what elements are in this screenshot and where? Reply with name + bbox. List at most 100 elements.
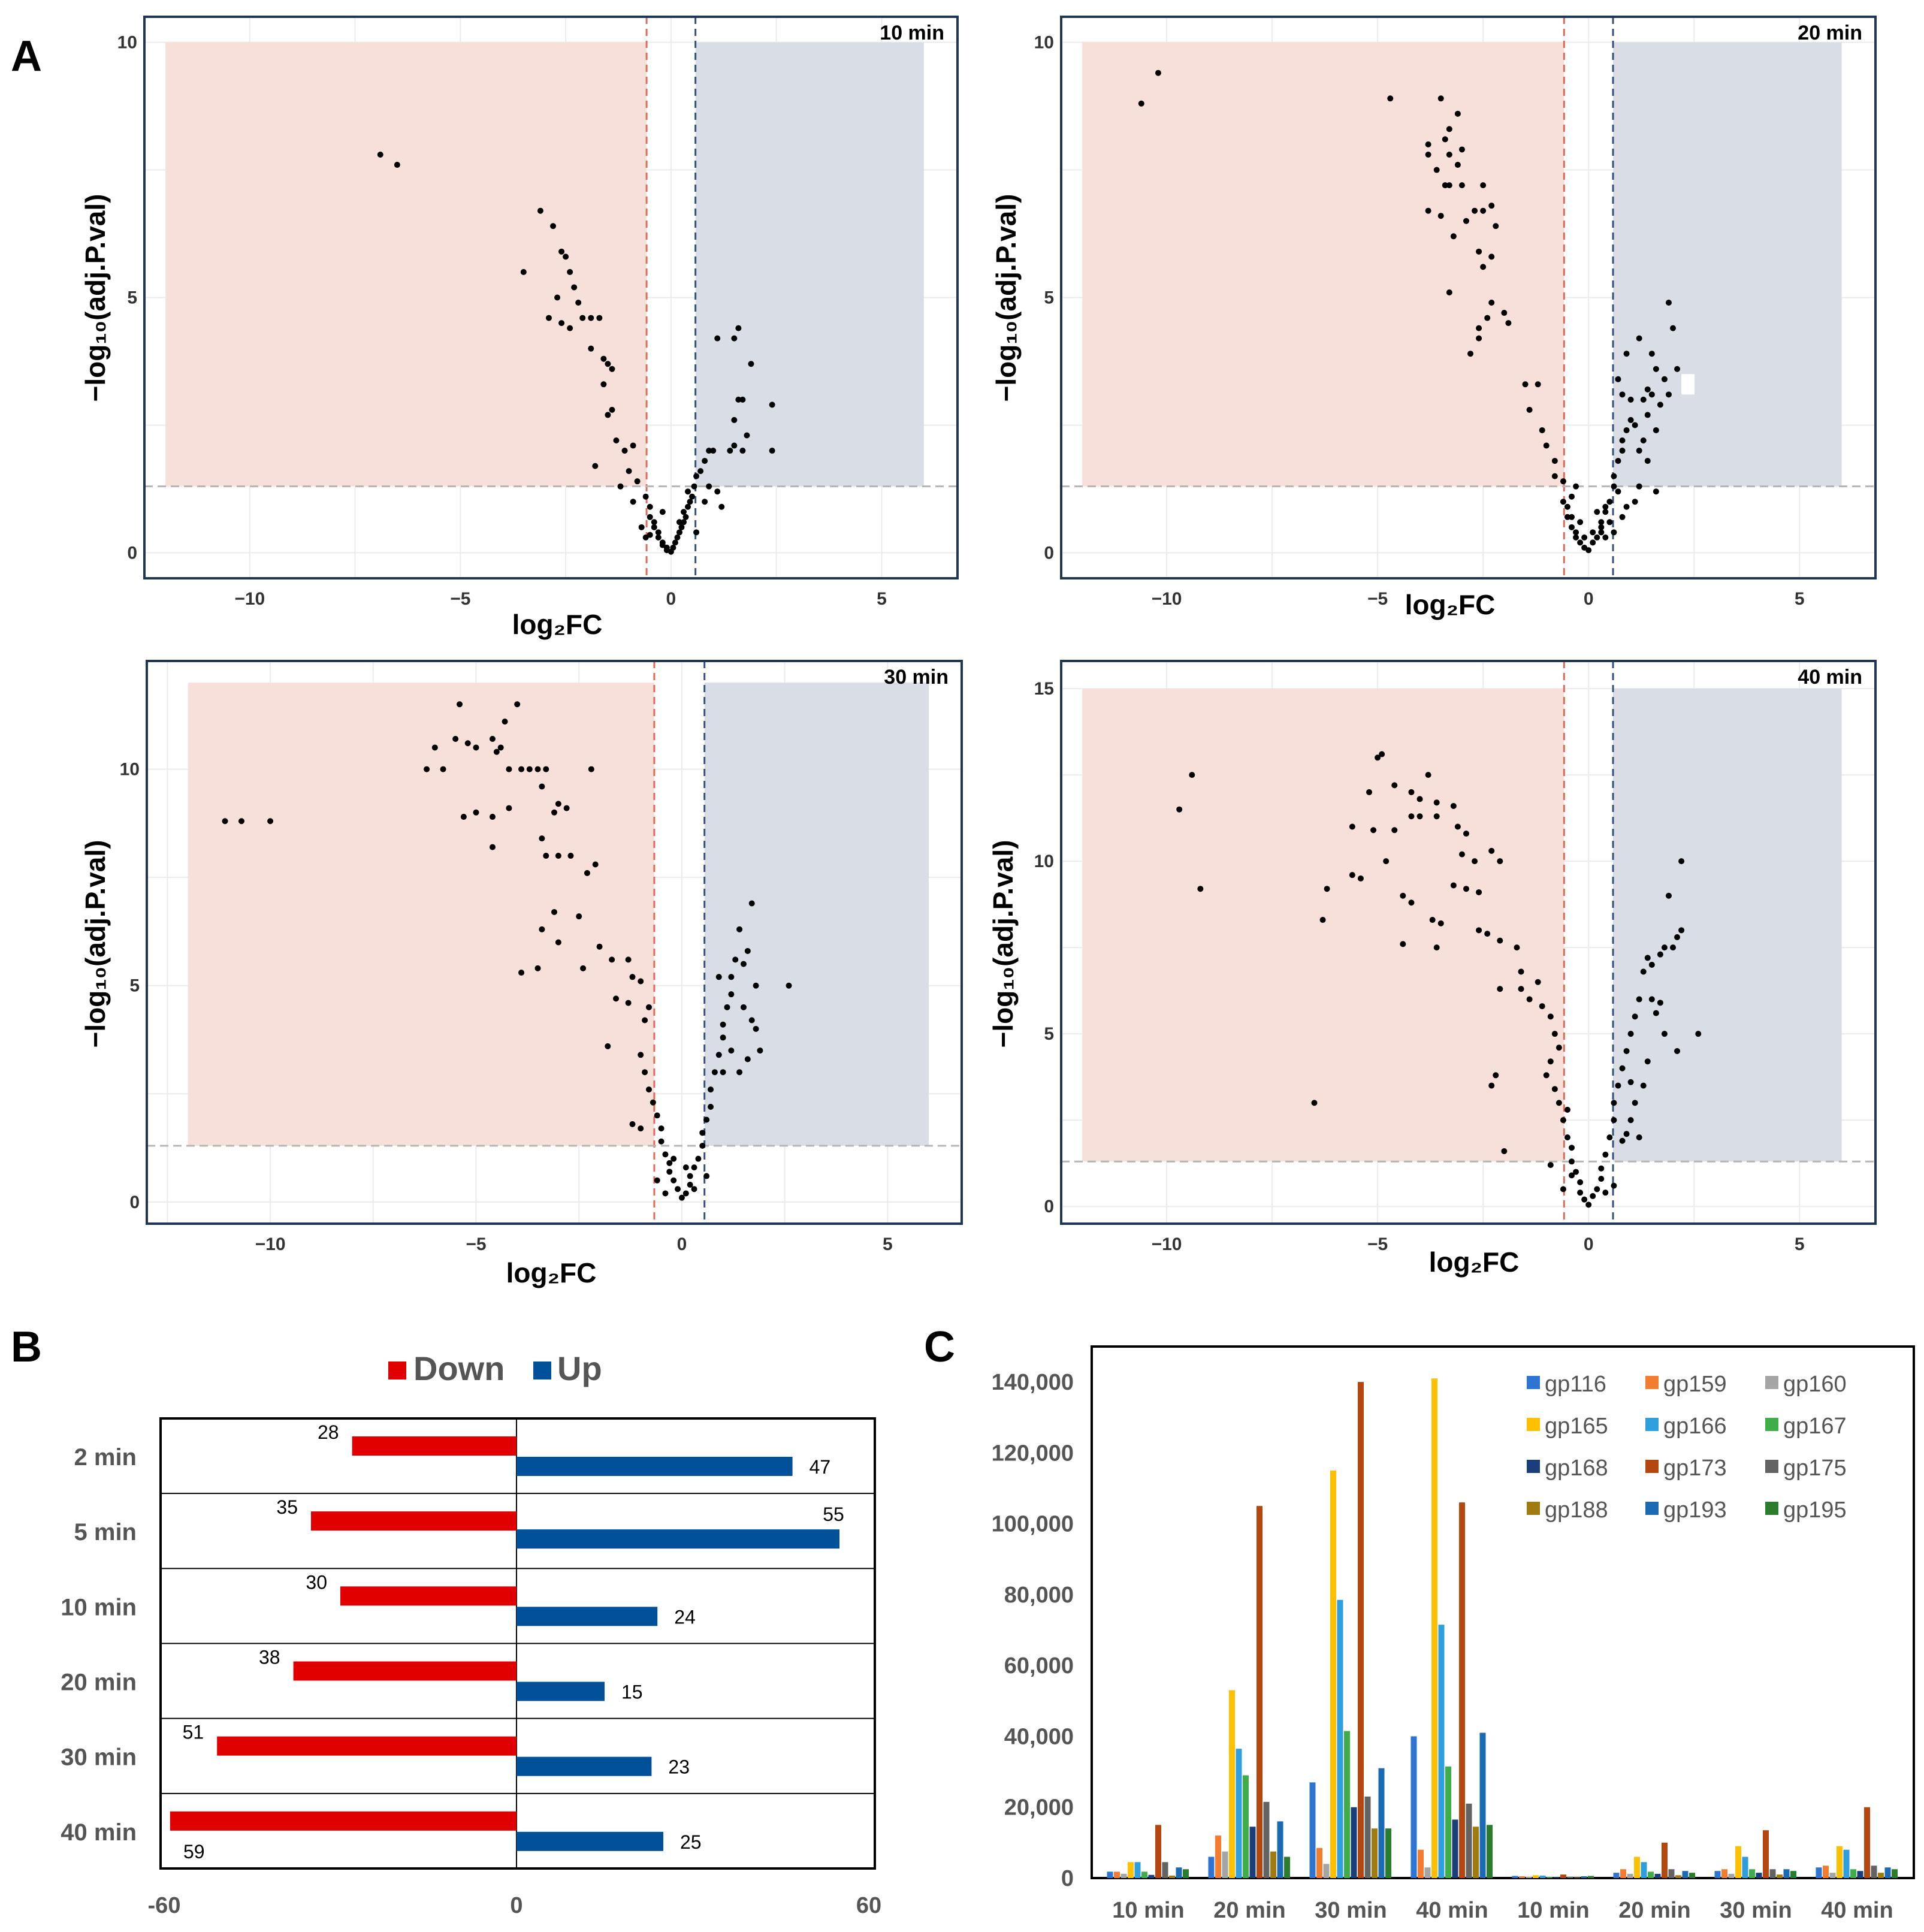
- data-point: [1611, 473, 1617, 479]
- legend-swatch-gp175: [1765, 1460, 1778, 1473]
- data-point: [1573, 1169, 1579, 1175]
- data-point: [647, 532, 653, 538]
- data-point: [1598, 519, 1605, 526]
- legend-label-gp193: gp193: [1663, 1498, 1727, 1523]
- down-value-label: 30: [306, 1571, 327, 1593]
- data-point: [1577, 519, 1584, 526]
- data-point: [550, 223, 557, 230]
- data-point: [1476, 927, 1482, 934]
- data-point: [605, 361, 611, 367]
- data-point: [642, 1069, 648, 1076]
- data-point: [1501, 1148, 1508, 1155]
- down-bar: [340, 1586, 517, 1606]
- data-point: [1632, 499, 1638, 505]
- bar-gp193: [1378, 1768, 1385, 1878]
- data-point: [1657, 402, 1663, 408]
- x-tick-label: −10: [1152, 1234, 1182, 1254]
- bar-gp193: [1277, 1821, 1283, 1878]
- data-point: [651, 519, 657, 526]
- data-point: [558, 248, 565, 255]
- y-tick-label: 100,000: [992, 1512, 1074, 1537]
- data-point: [1476, 248, 1482, 255]
- bar-gp175: [1466, 1803, 1472, 1878]
- data-point: [1425, 207, 1431, 214]
- data-point: [1644, 955, 1651, 961]
- bar-gp188: [1270, 1851, 1276, 1878]
- data-point: [1480, 264, 1487, 270]
- data-point: [670, 544, 676, 551]
- data-point: [1408, 813, 1415, 820]
- data-point: [551, 908, 557, 915]
- data-point: [545, 315, 552, 321]
- data-point: [1665, 892, 1672, 899]
- data-point: [493, 748, 500, 755]
- data-point: [1539, 427, 1545, 433]
- data-point: [662, 1151, 669, 1158]
- down-bar: [170, 1811, 517, 1831]
- data-point: [1514, 944, 1520, 951]
- data-point: [555, 939, 561, 946]
- y-tick-label: 5: [1044, 288, 1054, 308]
- data-point: [1627, 1031, 1634, 1037]
- data-point: [1400, 892, 1406, 899]
- data-point: [625, 1000, 632, 1006]
- bar-gp160: [1120, 1873, 1127, 1878]
- data-point: [1569, 1145, 1575, 1151]
- data-point: [1463, 831, 1469, 837]
- data-point: [714, 335, 721, 342]
- plot-frame: [146, 660, 963, 1225]
- data-point: [1627, 1079, 1634, 1085]
- data-point: [1623, 351, 1630, 357]
- data-point: [740, 1004, 747, 1010]
- data-point: [699, 1130, 706, 1136]
- data-point: [682, 514, 689, 520]
- bar-gp188: [1169, 1875, 1175, 1878]
- data-point: [1653, 427, 1659, 433]
- legend-label-gp175: gp175: [1783, 1456, 1847, 1481]
- data-point: [592, 463, 599, 469]
- data-point: [727, 448, 733, 454]
- data-point: [1674, 1047, 1681, 1054]
- data-point: [1476, 325, 1482, 331]
- data-point: [731, 442, 738, 449]
- data-point: [1569, 493, 1575, 500]
- data-point: [1670, 944, 1677, 951]
- data-point: [676, 529, 682, 536]
- data-point: [537, 207, 543, 214]
- data-point: [1454, 823, 1461, 830]
- legend-label-gp159: gp159: [1663, 1372, 1727, 1397]
- bar-gp160: [1424, 1867, 1431, 1878]
- bar-gp166: [1438, 1625, 1445, 1878]
- volcano-plot-10-min: 10 min −10 −5 0 5 0 5 10 log₂FC −log₁₀(adj.P.val): [80, 16, 959, 640]
- data-point: [711, 1069, 718, 1076]
- plot-title: 20 min: [1798, 22, 1862, 44]
- bar-gp195: [1689, 1873, 1695, 1878]
- data-point: [706, 483, 712, 490]
- panel-b-bar-chart: Down Up 2 min 28 47 5 min 35 55 10 min 30 24 20 min…: [61, 1350, 881, 1918]
- data-point: [489, 736, 496, 742]
- bar-gp116: [1107, 1871, 1113, 1878]
- x-tick-label: 0: [510, 1893, 522, 1918]
- data-point: [1623, 1047, 1630, 1054]
- data-point: [1433, 944, 1440, 951]
- x-tick-label: 0: [1584, 589, 1594, 609]
- data-point: [678, 524, 685, 530]
- data-point: [518, 970, 525, 976]
- data-point: [571, 284, 578, 291]
- data-point: [1357, 875, 1364, 882]
- data-point: [1606, 519, 1613, 526]
- category-label: 10 min: [61, 1594, 137, 1620]
- data-point: [1636, 335, 1642, 342]
- data-point: [518, 766, 525, 772]
- x-tick-label: 10 min: [1517, 1898, 1589, 1923]
- up-region: [1613, 42, 1842, 487]
- legend-label-up: Up: [557, 1350, 602, 1387]
- data-point: [744, 1056, 751, 1062]
- data-point: [1623, 1131, 1630, 1137]
- data-point: [1623, 503, 1630, 510]
- data-point: [558, 320, 565, 327]
- up-value-label: 15: [621, 1682, 643, 1703]
- data-point: [740, 961, 747, 967]
- legend-label-gp165: gp165: [1545, 1414, 1608, 1439]
